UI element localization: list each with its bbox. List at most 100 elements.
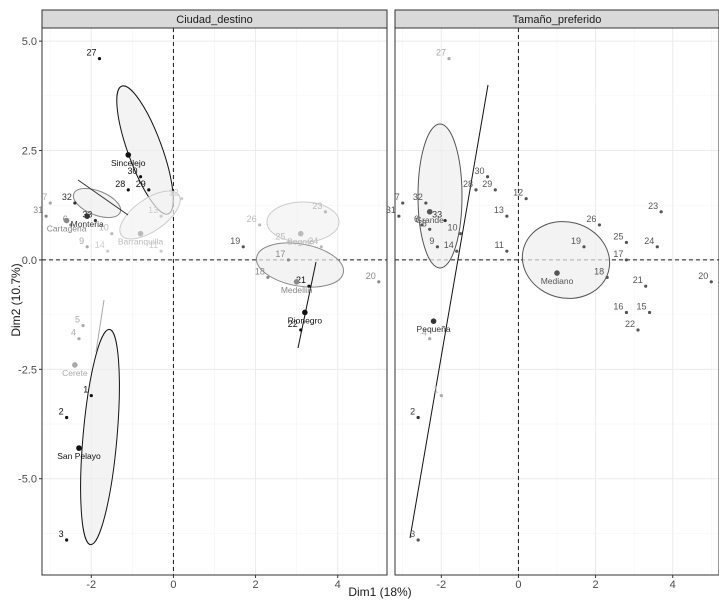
data-point <box>605 275 609 280</box>
category-label: Rionegro <box>288 315 323 325</box>
point-label: 17 <box>613 249 623 259</box>
data-point <box>85 245 89 249</box>
x-tick-label: 2 <box>593 579 599 591</box>
data-point <box>307 284 311 288</box>
data-point <box>659 210 663 214</box>
point-label: 10 <box>448 223 458 233</box>
data-point <box>258 223 262 227</box>
point-label: 20 <box>366 271 376 281</box>
point-label: 28 <box>463 179 473 189</box>
data-point <box>65 415 69 420</box>
data-point <box>110 232 114 236</box>
point-label: 20 <box>698 271 708 281</box>
data-point <box>106 249 110 253</box>
point-label: 23 <box>312 201 322 211</box>
ellipse-barranquilla <box>119 190 181 240</box>
data-point <box>505 214 509 218</box>
data-point <box>138 175 143 179</box>
point-label: 18 <box>594 266 604 276</box>
ellipse-mediano <box>521 221 611 299</box>
point-label: 9 <box>79 236 84 246</box>
data-point <box>48 201 52 205</box>
point-label: 21 <box>633 275 643 285</box>
data-point <box>159 214 163 218</box>
data-point <box>644 284 648 288</box>
category-centroid <box>84 213 90 219</box>
point-label: 11 <box>149 240 158 250</box>
data-point <box>428 337 432 341</box>
point-label: 28 <box>115 179 125 189</box>
data-point <box>474 188 478 192</box>
data-point <box>424 201 428 205</box>
y-tick-label: -2.5 <box>18 364 37 376</box>
point-label: 26 <box>586 214 596 224</box>
point-label: 12 <box>513 188 523 198</box>
x-tick-label: 0 <box>515 579 521 591</box>
segment-pequena <box>409 84 489 539</box>
y-axis-title: Dim2 (10.7%) <box>9 263 23 336</box>
point-label: 9 <box>429 236 434 246</box>
point-label: 27 <box>436 48 446 58</box>
point-label: 19 <box>230 236 240 246</box>
x-axis-ticks: -2 0 2 4 -2 0 2 4 <box>86 575 676 591</box>
point-label: 15 <box>637 301 647 311</box>
category-centroid <box>297 230 304 237</box>
point-label: 1 <box>83 385 88 395</box>
category-label: Grande <box>416 215 445 225</box>
data-point <box>286 258 291 262</box>
point-label: 27 <box>86 48 96 58</box>
ellipses-right <box>409 84 611 539</box>
category-centroid <box>63 217 70 224</box>
strip-ciudad-destino-label: Ciudad_destino <box>176 14 252 26</box>
data-point <box>397 214 401 218</box>
ellipse-grande <box>417 123 463 269</box>
point-label: 13 <box>148 205 158 215</box>
point-label: 22 <box>625 319 635 329</box>
category-label: Medellin <box>281 285 313 295</box>
data-point <box>447 57 451 61</box>
data-point <box>77 337 81 341</box>
point-label: 22 <box>288 319 298 329</box>
data-point <box>624 240 629 245</box>
point-label: 13 <box>494 205 504 215</box>
point-label: 26 <box>247 214 257 224</box>
grid-right <box>395 28 719 575</box>
y-tick-label: 0.0 <box>22 255 37 267</box>
point-label: 29 <box>482 179 492 189</box>
point-label: 33 <box>432 210 442 220</box>
point-label: 7 <box>42 192 47 202</box>
data-point <box>505 249 509 253</box>
data-point <box>89 393 93 398</box>
point-label: 25 <box>613 231 623 241</box>
data-point <box>266 275 270 280</box>
ellipses-left <box>72 85 344 546</box>
data-point <box>97 57 102 61</box>
point-label: 8 <box>422 218 427 228</box>
data-point <box>44 214 48 218</box>
point-label: 30 <box>128 166 138 176</box>
x-tick-label: -2 <box>86 579 96 591</box>
point-label: 2 <box>59 406 64 416</box>
data-point <box>458 232 463 236</box>
category-centroid <box>554 270 560 276</box>
data-point <box>81 323 85 328</box>
data-point <box>435 245 440 249</box>
data-point <box>126 188 130 192</box>
panel-ciudad-destino-border <box>41 27 388 576</box>
data-point <box>147 188 151 192</box>
point-label: 14 <box>95 240 105 250</box>
data-point <box>443 218 447 223</box>
point-label: 25 <box>275 231 285 241</box>
data-point <box>597 223 602 227</box>
data-point <box>286 240 291 245</box>
data-point <box>428 227 432 231</box>
point-label: 7 <box>395 192 400 202</box>
point-label: 14 <box>444 240 454 250</box>
data-point <box>582 245 586 249</box>
data-point <box>485 175 490 179</box>
category-label: Pequeña <box>417 324 451 334</box>
data-point <box>319 245 323 249</box>
point-label: 4 <box>71 328 76 338</box>
